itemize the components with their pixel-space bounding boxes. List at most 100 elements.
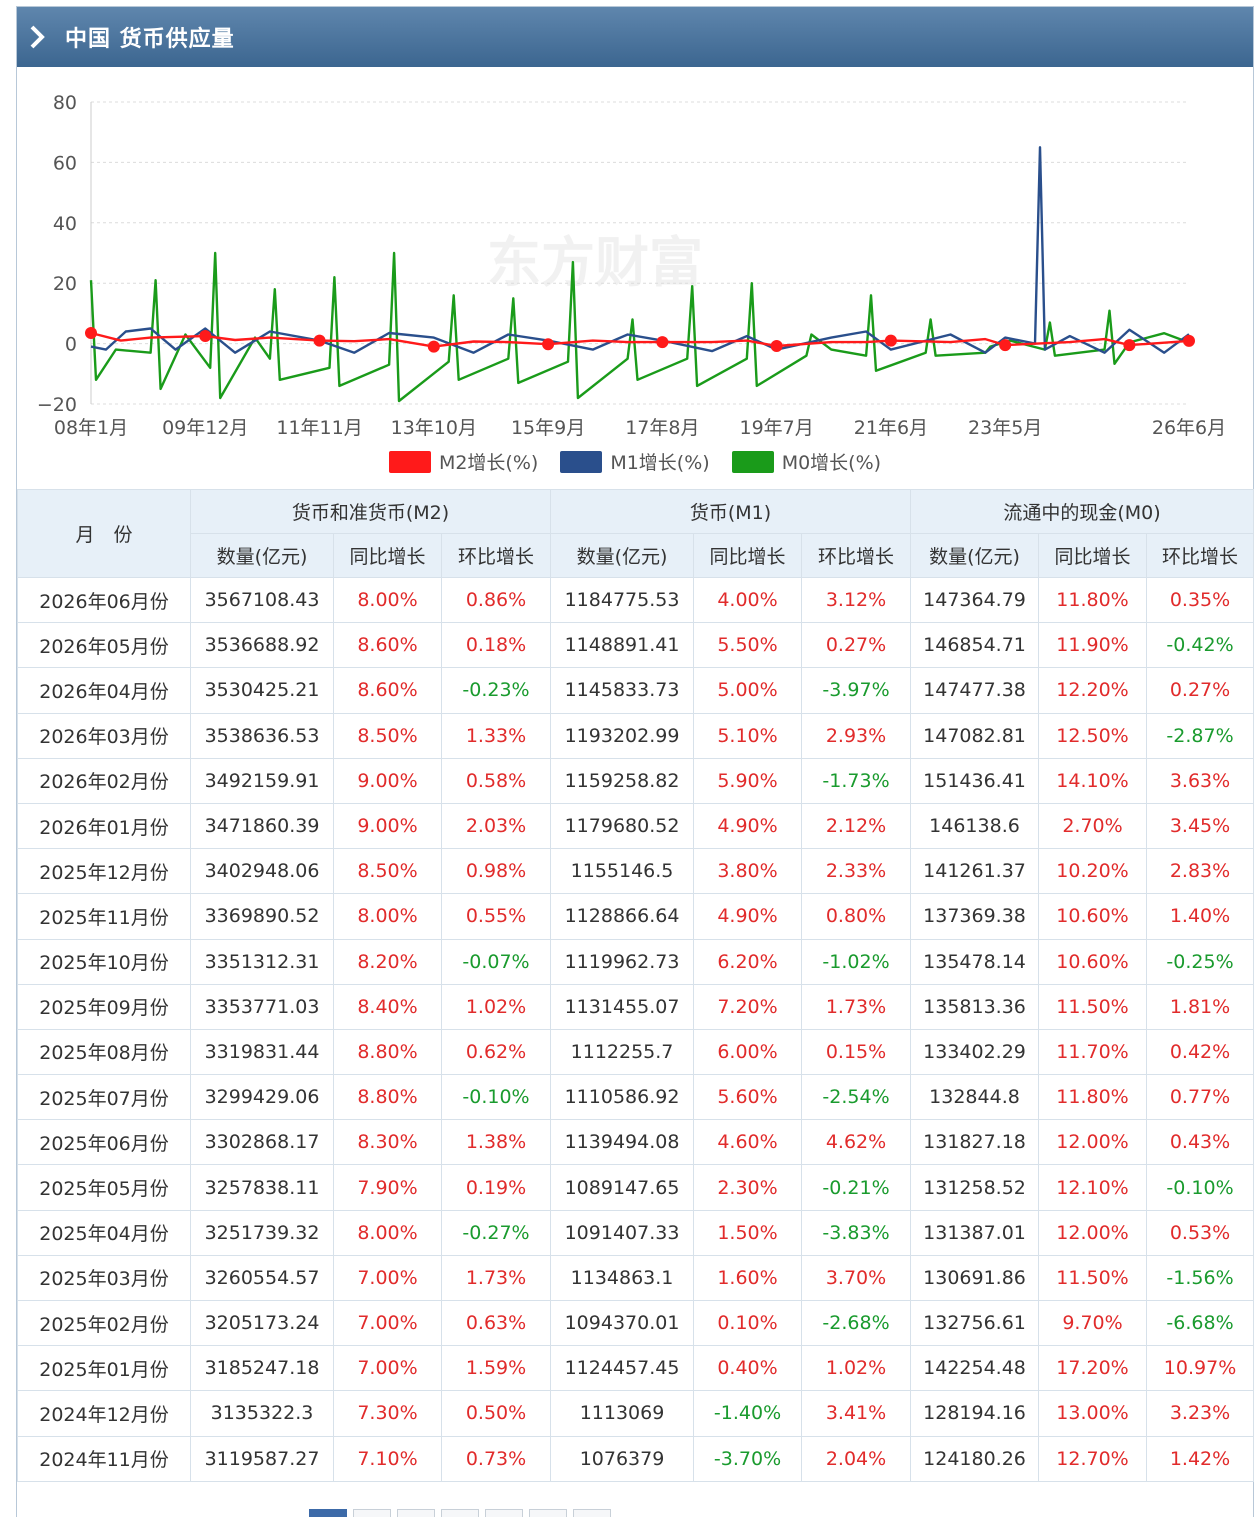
cell-growth: 17.20% <box>1038 1345 1148 1392</box>
header-group-m0: 流通中的现金(M0) <box>910 489 1255 534</box>
cell-month: 2025年08月份 <box>17 1028 191 1076</box>
cell-growth: -0.10% <box>1146 1164 1255 1211</box>
page-button[interactable] <box>353 1509 391 1517</box>
page-button[interactable] <box>485 1509 523 1517</box>
cell-amount: 3538636.53 <box>190 712 334 759</box>
panel-header: 中国 货币供应量 <box>17 7 1253 67</box>
cell-growth: 0.42% <box>1146 1028 1255 1076</box>
cell-growth: 1.42% <box>1146 1435 1255 1482</box>
header-mom: 环比增长 <box>440 533 552 578</box>
cell-growth: 0.86% <box>440 576 552 624</box>
cell-growth: 1.40% <box>1146 893 1255 940</box>
page-button-active[interactable] <box>309 1509 347 1517</box>
legend-item-m1[interactable]: M1增长(%) <box>560 448 710 475</box>
legend-item-m2[interactable]: M2增长(%) <box>388 448 538 475</box>
chevron-right-icon[interactable] <box>17 7 57 67</box>
cell-amount: 3251739.32 <box>190 1209 334 1256</box>
cell-growth: 12.00% <box>1038 1119 1148 1166</box>
cell-amount: 1193202.99 <box>550 712 695 759</box>
page-button[interactable] <box>441 1509 479 1517</box>
cell-growth: -0.27% <box>440 1209 552 1256</box>
cell-growth: -0.07% <box>440 938 552 985</box>
cell-growth: 0.80% <box>801 893 912 940</box>
page-button[interactable] <box>573 1509 611 1517</box>
cell-growth: -2.54% <box>801 1074 912 1121</box>
series-marker-m2 <box>313 334 326 347</box>
cell-month: 2026年02月份 <box>17 757 191 804</box>
cell-month: 2025年11月份 <box>17 893 191 940</box>
cell-amount: 1155146.5 <box>550 848 695 895</box>
legend-swatch-m1 <box>560 450 603 473</box>
cell-month: 2026年05月份 <box>17 622 191 669</box>
table-row: 2025年02月份 3205173.24 7.00% 0.63% 1094370.01 0… <box>17 1299 1255 1347</box>
cell-growth: 11.80% <box>1038 576 1148 624</box>
cell-amount: 128194.16 <box>910 1390 1040 1437</box>
cell-month: 2025年02月份 <box>17 1299 191 1347</box>
page-button[interactable] <box>529 1509 567 1517</box>
cell-amount: 3185247.18 <box>190 1345 334 1392</box>
cell-amount: 132844.8 <box>910 1074 1040 1121</box>
table-row: 2025年01月份 3185247.18 7.00% 1.59% 1124457.45 0… <box>17 1345 1255 1392</box>
x-tick-label: 17年8月 <box>625 417 699 439</box>
series-marker-m2 <box>770 340 783 353</box>
cell-month: 2026年03月份 <box>17 712 191 759</box>
cell-growth: 3.12% <box>801 576 912 624</box>
cell-growth: 5.00% <box>693 667 803 714</box>
money-supply-panel: 中国 货币供应量 东方财富 80 60 40 20 0 −20 08年1月 09年12月 11年… <box>16 6 1255 1517</box>
cell-month: 2025年09月份 <box>17 983 191 1030</box>
series-marker-m2 <box>542 338 555 351</box>
cell-amount: 3205173.24 <box>190 1299 334 1347</box>
cell-amount: 3536688.92 <box>190 622 334 669</box>
cell-amount: 151436.41 <box>910 757 1040 804</box>
header-yoy: 同比增长 <box>693 533 803 578</box>
cell-amount: 3260554.57 <box>190 1254 334 1302</box>
legend-label-m0: M0增长(%) <box>781 452 882 474</box>
cell-month: 2025年04月份 <box>17 1209 191 1256</box>
table-row: 2026年04月份 3530425.21 8.60% -0.23% 1145833.73… <box>17 667 1255 714</box>
series-line-m0 <box>89 251 1190 403</box>
series-line-m2 <box>90 331 1190 348</box>
cell-growth: 11.70% <box>1038 1028 1148 1076</box>
page-button[interactable] <box>397 1509 435 1517</box>
cell-growth: 8.30% <box>333 1119 442 1166</box>
x-tick-label: 21年6月 <box>854 417 928 439</box>
cell-growth: 3.41% <box>801 1390 912 1437</box>
cell-amount: 1134863.1 <box>550 1254 695 1302</box>
cell-amount: 131387.01 <box>910 1209 1040 1256</box>
cell-growth: 2.30% <box>693 1164 803 1211</box>
cell-growth: 9.70% <box>1038 1299 1148 1347</box>
table-row: 2026年02月份 3492159.91 9.00% 0.58% 1159258.82 5… <box>17 757 1255 804</box>
table-row: 2026年05月份 3536688.92 8.60% 0.18% 1148891.41 5… <box>17 622 1255 669</box>
cell-growth: 12.00% <box>1038 1209 1148 1256</box>
x-tick-label: 08年1月 <box>54 417 128 439</box>
cell-amount: 1119962.73 <box>550 938 695 985</box>
cell-amount: 1159258.82 <box>550 757 695 804</box>
series-marker-m2 <box>1123 339 1136 352</box>
cell-growth: -3.70% <box>693 1435 803 1482</box>
cell-amount: 137369.38 <box>910 893 1040 940</box>
y-tick-label: −20 <box>37 394 77 416</box>
cell-amount: 3530425.21 <box>190 667 334 714</box>
series-marker-m2 <box>427 340 440 353</box>
cell-amount: 1112255.7 <box>550 1028 695 1076</box>
legend-item-m0[interactable]: M0增长(%) <box>731 448 882 475</box>
cell-amount: 1094370.01 <box>550 1299 695 1347</box>
cell-month: 2025年10月份 <box>17 938 191 985</box>
cell-growth: 14.10% <box>1038 757 1148 804</box>
cell-amount: 131258.52 <box>910 1164 1040 1211</box>
cell-amount: 1145833.73 <box>550 667 695 714</box>
cell-growth: 4.00% <box>693 576 803 624</box>
cell-amount: 1128866.64 <box>550 893 695 940</box>
header-amount: 数量(亿元) <box>910 533 1040 578</box>
cell-growth: 8.50% <box>333 712 442 759</box>
cell-amount: 1110586.92 <box>550 1074 695 1121</box>
cell-growth: 8.50% <box>333 848 442 895</box>
cell-growth: 8.80% <box>333 1074 442 1121</box>
table-row: 2024年11月份 3119587.27 7.10% 0.73% 1076379 -3.7… <box>17 1435 1255 1482</box>
cell-growth: 0.15% <box>801 1028 912 1076</box>
table-row: 2025年06月份 3302868.17 8.30% 1.38% 1139494.08 4… <box>17 1119 1255 1166</box>
cell-growth: 11.80% <box>1038 1074 1148 1121</box>
header-month: 月 份 <box>17 489 191 578</box>
cell-growth: 0.77% <box>1146 1074 1255 1121</box>
